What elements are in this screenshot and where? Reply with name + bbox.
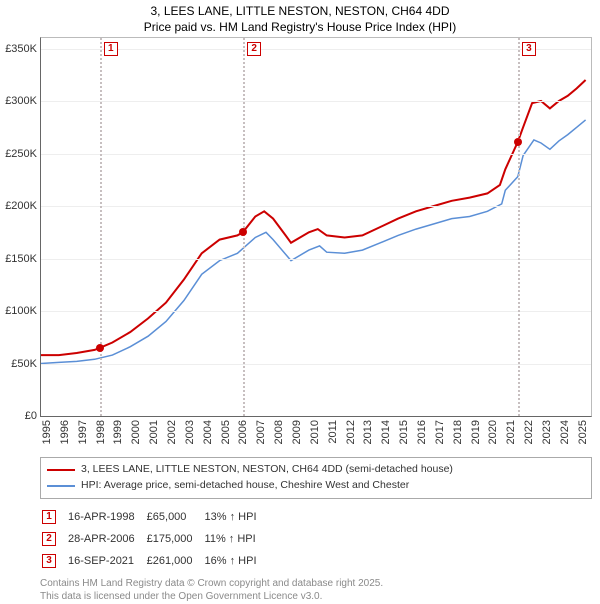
x-tick-label: 2008 <box>273 420 285 444</box>
x-tick-label: 2019 <box>470 420 482 444</box>
x-tick-label: 2020 <box>487 420 499 444</box>
event-line <box>243 38 245 416</box>
title-line2: Price paid vs. HM Land Registry's House … <box>0 20 600 36</box>
chart-svg <box>41 38 591 416</box>
x-tick-label: 2011 <box>327 420 339 444</box>
x-tick-label: 2017 <box>434 420 446 444</box>
attribution: Contains HM Land Registry data © Crown c… <box>40 577 592 604</box>
x-tick-label: 1995 <box>41 420 53 444</box>
x-tick-label: 2018 <box>452 420 464 444</box>
y-tick-label: £250K <box>5 148 37 160</box>
event-marker-cell: 2 <box>42 529 66 549</box>
x-tick-label: 2007 <box>255 420 267 444</box>
attribution-line: Contains HM Land Registry data © Crown c… <box>40 577 592 591</box>
y-tick-label: £50K <box>11 358 37 370</box>
gridline <box>41 154 591 155</box>
x-tick-label: 2023 <box>541 420 553 444</box>
event-marker-cell: 3 <box>42 551 66 571</box>
x-tick-label: 2013 <box>362 420 374 444</box>
event-dot <box>514 138 522 146</box>
legend-swatch <box>47 469 75 471</box>
legend-item: HPI: Average price, semi-detached house,… <box>47 478 585 494</box>
legend-swatch <box>47 485 75 487</box>
event-row: 228-APR-2006£175,00011% ↑ HPI <box>42 529 267 549</box>
y-tick-label: £100K <box>5 305 37 317</box>
event-price: £65,000 <box>147 507 203 527</box>
y-tick-label: £150K <box>5 253 37 265</box>
legend-item: 3, LEES LANE, LITTLE NESTON, NESTON, CH6… <box>47 462 585 478</box>
gridline <box>41 364 591 365</box>
x-tick-label: 1997 <box>77 420 89 444</box>
event-marker: 2 <box>247 42 261 56</box>
line-chart: £0£50K£100K£150K£200K£250K£300K£350K1995… <box>40 37 592 417</box>
y-tick-label: £300K <box>5 95 37 107</box>
chart-title: 3, LEES LANE, LITTLE NESTON, NESTON, CH6… <box>0 0 600 37</box>
event-marker: 1 <box>104 42 118 56</box>
gridline <box>41 206 591 207</box>
x-tick-label: 2005 <box>220 420 232 444</box>
x-tick-label: 2006 <box>237 420 249 444</box>
event-dot <box>239 228 247 236</box>
gridline <box>41 101 591 102</box>
event-row: 116-APR-1998£65,00013% ↑ HPI <box>42 507 267 527</box>
title-line1: 3, LEES LANE, LITTLE NESTON, NESTON, CH6… <box>0 4 600 20</box>
event-line <box>100 38 102 416</box>
event-dot <box>96 344 104 352</box>
series-line <box>41 120 586 364</box>
event-date: 16-SEP-2021 <box>68 551 145 571</box>
x-tick-label: 2010 <box>309 420 321 444</box>
event-hpi-delta: 13% ↑ HPI <box>205 507 267 527</box>
x-tick-label: 2022 <box>523 420 535 444</box>
gridline <box>41 49 591 50</box>
x-tick-label: 2009 <box>291 420 303 444</box>
x-tick-label: 1999 <box>112 420 124 444</box>
gridline <box>41 311 591 312</box>
legend: 3, LEES LANE, LITTLE NESTON, NESTON, CH6… <box>40 457 592 499</box>
x-tick-label: 2002 <box>166 420 178 444</box>
event-hpi-delta: 11% ↑ HPI <box>205 529 267 549</box>
x-tick-label: 2015 <box>398 420 410 444</box>
legend-label: HPI: Average price, semi-detached house,… <box>81 478 409 494</box>
event-marker-cell: 1 <box>42 507 66 527</box>
x-tick-label: 2024 <box>559 420 571 444</box>
event-row: 316-SEP-2021£261,00016% ↑ HPI <box>42 551 267 571</box>
x-tick-label: 2014 <box>380 420 392 444</box>
x-tick-label: 2012 <box>345 420 357 444</box>
event-line <box>518 38 520 416</box>
x-tick-label: 2021 <box>505 420 517 444</box>
series-line <box>41 80 586 355</box>
event-hpi-delta: 16% ↑ HPI <box>205 551 267 571</box>
event-date: 16-APR-1998 <box>68 507 145 527</box>
x-tick-label: 2003 <box>184 420 196 444</box>
x-tick-label: 1996 <box>59 420 71 444</box>
x-tick-label: 1998 <box>95 420 107 444</box>
events-table: 116-APR-1998£65,00013% ↑ HPI228-APR-2006… <box>40 505 269 573</box>
gridline <box>41 259 591 260</box>
x-tick-label: 2016 <box>416 420 428 444</box>
legend-label: 3, LEES LANE, LITTLE NESTON, NESTON, CH6… <box>81 462 453 478</box>
y-tick-label: £200K <box>5 200 37 212</box>
event-date: 28-APR-2006 <box>68 529 145 549</box>
x-tick-label: 2001 <box>148 420 160 444</box>
x-tick-label: 2000 <box>130 420 142 444</box>
y-tick-label: £0 <box>25 410 37 422</box>
event-price: £175,000 <box>147 529 203 549</box>
x-tick-label: 2025 <box>577 420 589 444</box>
event-marker: 3 <box>522 42 536 56</box>
x-tick-label: 2004 <box>202 420 214 444</box>
event-price: £261,000 <box>147 551 203 571</box>
y-tick-label: £350K <box>5 43 37 55</box>
attribution-line: This data is licensed under the Open Gov… <box>40 590 592 604</box>
